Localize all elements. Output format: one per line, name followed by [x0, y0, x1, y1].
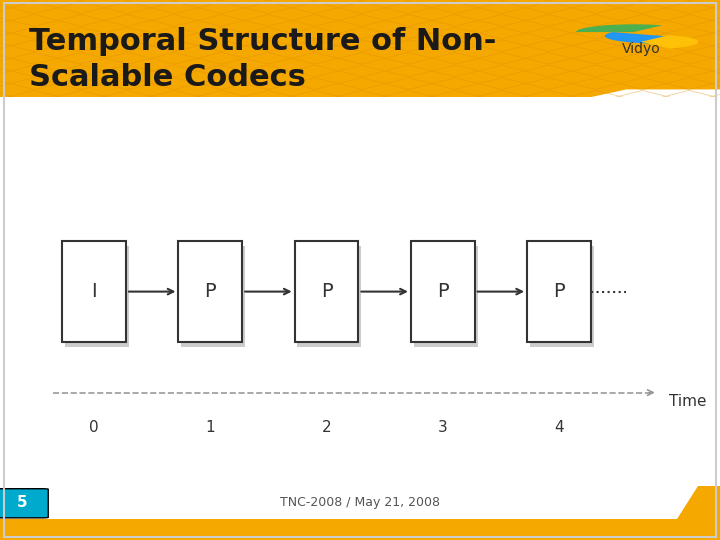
Text: I: I [91, 282, 97, 301]
Text: 0: 0 [89, 420, 99, 435]
Text: 2: 2 [322, 420, 331, 435]
Text: P: P [553, 282, 564, 301]
FancyBboxPatch shape [0, 489, 48, 518]
Polygon shape [0, 0, 720, 97]
FancyBboxPatch shape [179, 241, 242, 342]
Wedge shape [605, 32, 672, 44]
FancyBboxPatch shape [414, 246, 477, 347]
Bar [0, 486, 677, 519]
Text: P: P [437, 282, 449, 301]
Text: Vidyo: Vidyo [621, 43, 660, 57]
FancyBboxPatch shape [181, 246, 246, 347]
Text: Temporal Structure of Non-: Temporal Structure of Non- [29, 27, 496, 56]
Polygon shape [677, 486, 720, 519]
FancyBboxPatch shape [411, 241, 474, 342]
Text: P: P [204, 282, 216, 301]
Text: 3: 3 [438, 420, 448, 435]
Text: 4: 4 [554, 420, 564, 435]
Wedge shape [576, 24, 662, 32]
Wedge shape [641, 35, 698, 49]
Text: 1: 1 [205, 420, 215, 435]
Text: 5: 5 [17, 495, 27, 510]
FancyBboxPatch shape [62, 241, 126, 342]
Text: Scalable Codecs: Scalable Codecs [29, 63, 306, 92]
FancyBboxPatch shape [297, 246, 361, 347]
Text: P: P [320, 282, 333, 301]
FancyBboxPatch shape [65, 246, 129, 347]
FancyBboxPatch shape [530, 246, 594, 347]
Text: TNC-2008 / May 21, 2008: TNC-2008 / May 21, 2008 [280, 496, 440, 509]
FancyBboxPatch shape [527, 241, 591, 342]
Text: Time: Time [670, 394, 707, 409]
FancyBboxPatch shape [294, 241, 359, 342]
Bar [0, 519, 720, 540]
